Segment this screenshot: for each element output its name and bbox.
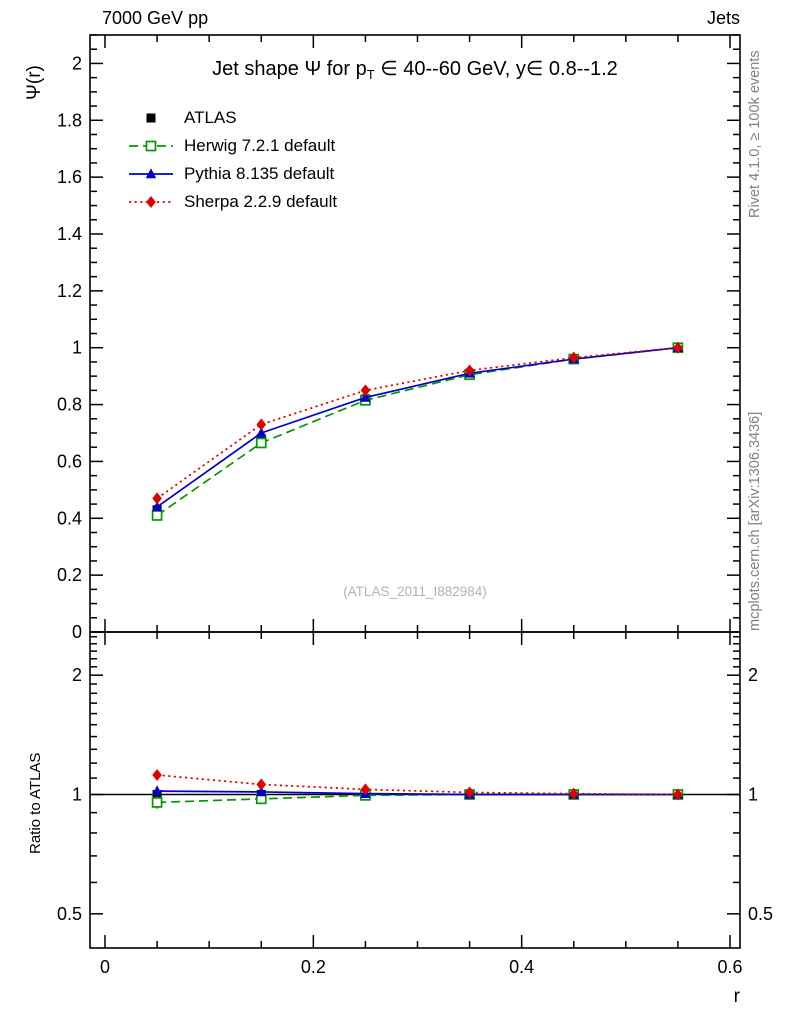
- legend-label: ATLAS: [184, 108, 237, 127]
- data-point: [673, 341, 683, 354]
- data-point: [255, 437, 267, 449]
- tick-label: 1.2: [57, 281, 82, 301]
- legend-marker-sample: [129, 196, 173, 208]
- series-atlas: [152, 343, 683, 800]
- legend-marker-sample: [146, 113, 156, 123]
- tick-label: 1.6: [57, 167, 82, 187]
- legend-marker-sample: [129, 168, 173, 179]
- data-point: [152, 768, 162, 781]
- data-point: [146, 113, 156, 123]
- data-point: [146, 196, 156, 208]
- plot-root: 0 0.2 0.4 0.6 0 0.2 0.4 0.6 0.8 1 1.2 1.4 1.6 1.8 2 0.5…: [57, 34, 773, 977]
- data-point: [151, 797, 163, 808]
- tick-label: 0: [100, 957, 110, 977]
- legend-marker-sample: [129, 140, 173, 152]
- data-point: [360, 384, 371, 397]
- legend-item: ATLAS: [128, 104, 337, 132]
- title-post: ∈ 40--60 GeV, y∈ 0.8--1.2: [374, 58, 618, 80]
- tick-label: 0.5: [748, 904, 773, 924]
- data-point: [145, 140, 157, 152]
- legend-item: Sherpa 2.2.9 default: [128, 188, 337, 216]
- data-point: [256, 778, 267, 791]
- tick-label: 1.8: [57, 110, 82, 130]
- tick-label: 0.4: [509, 957, 534, 977]
- y-axis-label: Ψ(r): [24, 65, 45, 100]
- tick-label: 0.6: [717, 957, 742, 977]
- beam-energy-label: 7000 GeV pp: [102, 8, 209, 28]
- data-point: [151, 785, 163, 796]
- ratio-axis-label: Ratio to ATLAS: [27, 752, 44, 854]
- tick-label: 0.8: [57, 395, 82, 415]
- data-point: [360, 391, 371, 402]
- mcplots-note: mcplots.cern.ch [arXiv:1306.3436]: [747, 411, 763, 631]
- data-point: [464, 786, 475, 799]
- series-sherpa: [152, 341, 683, 801]
- data-point: [151, 510, 163, 521]
- data-point: [145, 168, 157, 179]
- tick-label: 0.2: [301, 957, 326, 977]
- plot-title: Jet shape Ψ for pT ∈ 40--60 GeV, y∈ 0.8-…: [90, 56, 740, 82]
- data-point: [568, 787, 579, 800]
- tick-label: 2: [748, 665, 758, 685]
- rivet-version-note: Rivet 4.1.0, ≥ 100k events: [747, 50, 763, 218]
- x-axis-label: r: [733, 986, 740, 1007]
- data-point: [568, 351, 579, 364]
- title-subscript: T: [366, 67, 375, 82]
- legend-label: Herwig 7.2.1 default: [184, 136, 336, 155]
- data-point: [256, 418, 267, 431]
- data-point: [151, 501, 163, 512]
- tick-label: 0.2: [57, 565, 82, 585]
- tick-label: 1: [72, 785, 82, 805]
- tick-label: 0: [72, 622, 82, 642]
- data-point: [673, 788, 683, 801]
- data-point: [360, 783, 371, 796]
- tick-label: 2: [72, 665, 82, 685]
- ratio-panel-frame: [89, 631, 741, 949]
- legend: ATLAS Herwig 7.2.1 default Pythia 8.135 de…: [128, 104, 337, 216]
- data-point: [464, 364, 475, 377]
- data-point: [152, 492, 162, 505]
- data-point: [255, 427, 267, 438]
- tick-label: 1: [748, 785, 758, 805]
- tick-label: 1: [72, 338, 82, 358]
- data-point: [255, 786, 267, 797]
- series-herwig: [151, 342, 684, 809]
- tick-label: 1.4: [57, 224, 82, 244]
- series-pythia: [151, 341, 684, 799]
- tick-label: 0.5: [57, 904, 82, 924]
- tick-label: 0.6: [57, 451, 82, 471]
- analysis-watermark: (ATLAS_2011_I882984): [343, 584, 487, 599]
- legend-item: Pythia 8.135 default: [128, 160, 337, 188]
- legend-item: Herwig 7.2.1 default: [128, 132, 337, 160]
- legend-label: Pythia 8.135 default: [184, 164, 335, 183]
- legend-label: Sherpa 2.2.9 default: [184, 192, 338, 211]
- tick-label: 2: [72, 53, 82, 73]
- process-label: Jets: [706, 8, 740, 28]
- title-pre: Jet shape Ψ for p: [212, 58, 367, 80]
- tick-label: 0.4: [57, 508, 82, 528]
